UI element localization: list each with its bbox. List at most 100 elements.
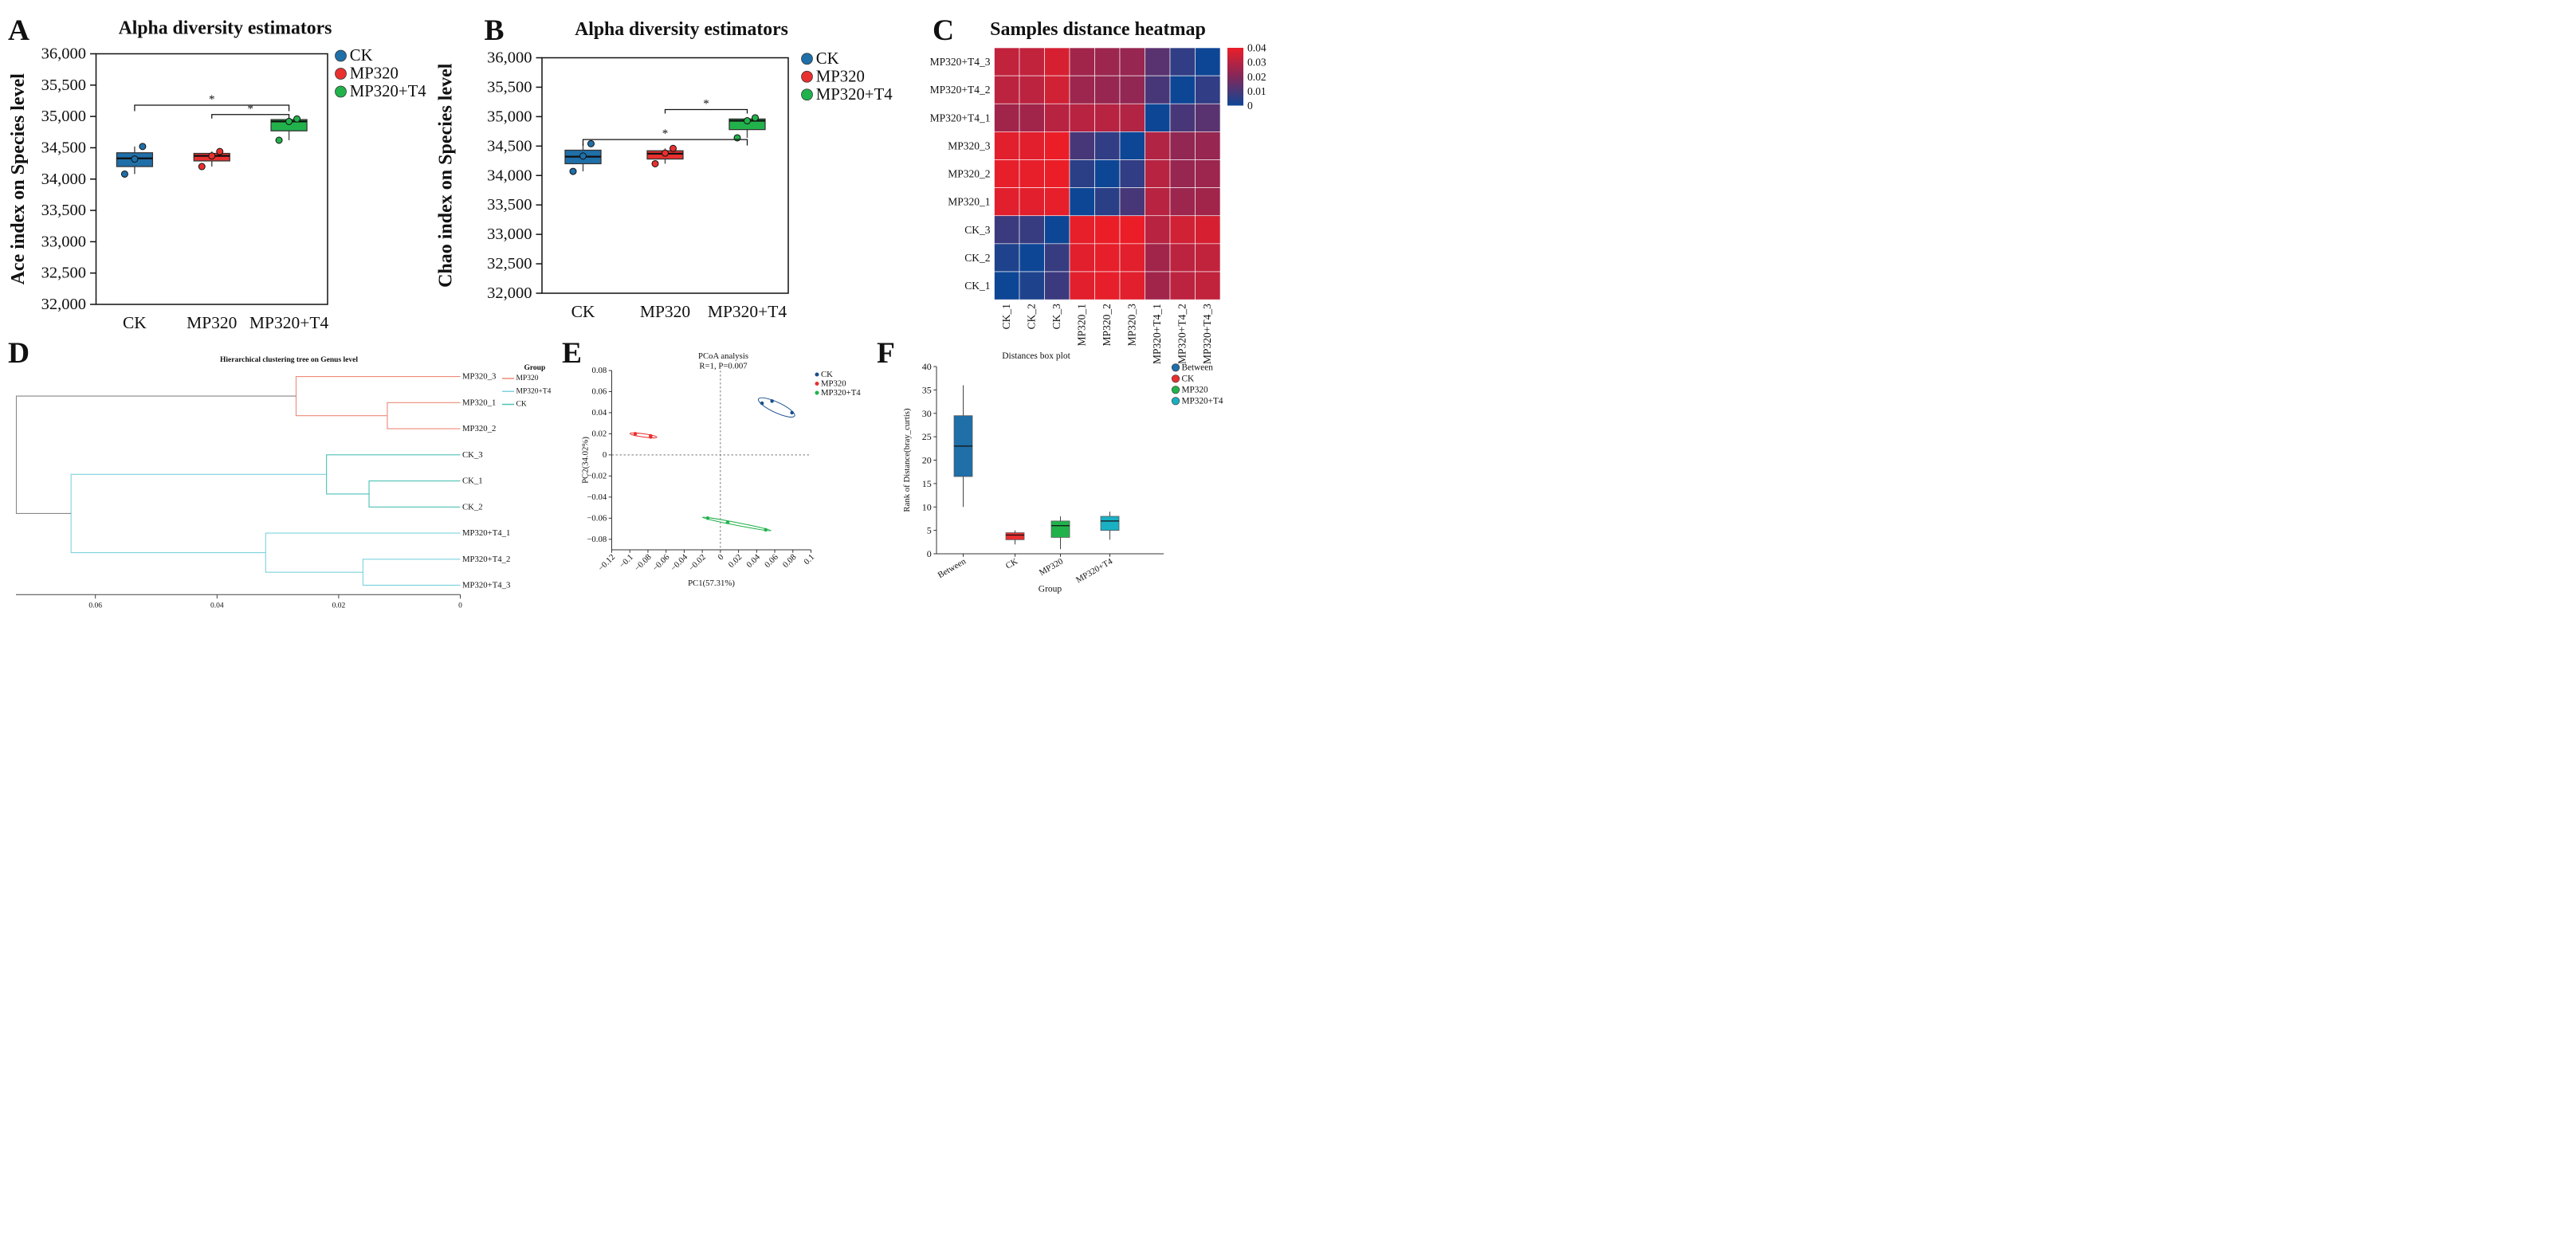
panel-c-heatmap-cell <box>1094 187 1121 217</box>
panel-a-legend-swatch-mp320 <box>335 68 347 80</box>
panel-c-heatmap-cell <box>1069 47 1095 76</box>
panel-e-y-tick-label: −0.02 <box>587 471 607 480</box>
panel-c-heatmap-cell <box>1145 243 1171 273</box>
panel-e-x-tick-label: −0.06 <box>650 552 672 574</box>
panel-f-x-tick-label: Between <box>937 556 968 580</box>
panel-a-legend-label: CK <box>350 47 373 65</box>
panel-e-legend-label: CK <box>821 370 833 379</box>
panel-c-row-label: CK_3 <box>964 224 991 236</box>
panel-e-y-tick-label: 0.08 <box>591 366 607 375</box>
panel-d-legend-label: MP320+T4 <box>516 387 552 395</box>
panel-b-point-ck <box>569 167 577 175</box>
panel-c-heatmap-cell <box>1019 243 1045 273</box>
panel-a-legend-swatch-ck <box>335 49 347 62</box>
panel-b-point-ck <box>579 152 587 160</box>
panel-c-heatmap-cell <box>1169 159 1196 188</box>
panel-c-colorbar-tick-label: 0.01 <box>1247 85 1266 97</box>
panel-f-x-tick-label: MP320+T4 <box>1074 556 1114 585</box>
panel-f-legend-swatch-mp320 <box>1171 386 1180 394</box>
panel-c-heatmap-cell <box>1019 159 1045 188</box>
panel-a-y-tick-label: 33,500 <box>41 202 86 219</box>
panel-c-heatmap-cell <box>1119 75 1145 104</box>
panel-b-y-tick-label: 33,500 <box>487 196 532 214</box>
panel-c-heatmap-cell <box>1169 271 1196 300</box>
panel-f-y-tick-label: 35 <box>922 384 932 395</box>
panel-b-x-tick-label: MP320 <box>640 302 690 321</box>
panel-c-heatmap-cell <box>1169 47 1196 76</box>
panel-f-box-mp320 <box>1050 520 1070 538</box>
panel-c-heatmap-cell <box>1044 47 1070 76</box>
panel-c-heatmap-cell <box>1069 271 1095 300</box>
panel-c-column-label: MP320+T4_3 <box>1201 304 1213 364</box>
panel-c-heatmap-cell <box>1195 47 1221 76</box>
panel-d-branch <box>70 473 327 554</box>
panel-f-box-mp320-plus-t4 <box>1100 516 1120 531</box>
panel-e-x-tick-label: 0.04 <box>744 552 762 570</box>
panel-c-column-label: CK_3 <box>1050 304 1062 330</box>
panel-c-heatmap-cell <box>1019 47 1045 76</box>
panel-b-point-mp320 <box>651 159 659 167</box>
panel-f-legend-label: Between <box>1182 363 1214 372</box>
panel-d-leaf-label: CK_2 <box>462 502 483 512</box>
panel-c-column-label: CK_1 <box>1000 304 1012 329</box>
panel-d-legend-title: Group <box>524 364 546 372</box>
panel-c-heatmap-cell <box>1169 75 1196 104</box>
panel-c-heatmap-cell <box>994 103 1020 132</box>
panel-d-leaf-label: MP320+T4_3 <box>462 581 510 590</box>
panel-c-heatmap-cell <box>1119 187 1145 217</box>
panel-e-y-tick-label: 0.02 <box>591 429 607 438</box>
panel-e-y-tick-label: −0.04 <box>587 492 607 502</box>
panel-e-x-tick-label: 0.02 <box>727 552 744 570</box>
panel-c-heatmap-cell <box>1094 159 1121 188</box>
panel-c-heatmap-cell <box>994 47 1020 76</box>
panel-c-heatmap-cell <box>1044 75 1070 104</box>
panel-c-heatmap-cell <box>1119 47 1145 76</box>
panel-f-x-axis-label: Group <box>1039 585 1062 594</box>
panel-b-y-tick-label: 34,000 <box>487 167 532 184</box>
panel-c-heatmap-cell <box>1169 243 1196 273</box>
panel-e-ellipse-mp320-plus-t4 <box>701 516 772 531</box>
panel-c-heatmap-cell <box>1069 243 1095 273</box>
panel-f-legend-label: CK <box>1182 374 1196 383</box>
panel-e-x-tick-label: 0.08 <box>781 552 799 570</box>
panel-d-leaf-label: MP320_2 <box>462 424 496 433</box>
panel-c-heatmap-cell <box>1145 103 1171 132</box>
panel-c-row-label: MP320_3 <box>948 139 991 151</box>
panel-e-x-tick-label: −0.04 <box>669 552 690 574</box>
panel-a-point-mp320-plus-t4 <box>293 115 301 123</box>
panel-c-heatmap-cell <box>1145 75 1171 104</box>
panel-f-title: Distances box plot <box>1002 351 1070 361</box>
panel-c-heatmap-cell <box>1169 187 1196 217</box>
panel-c-heatmap-cell <box>1069 103 1095 132</box>
panel-d-x-tick-label: 0.02 <box>332 602 346 610</box>
panel-c-heatmap-cell <box>1145 159 1171 188</box>
panel-c-heatmap-cell <box>1044 243 1070 273</box>
panel-a-point-ck <box>139 143 147 151</box>
panel-e-y-tick-label: −0.06 <box>587 513 607 523</box>
panel-e-ellipse-mp320 <box>629 432 658 438</box>
panel-c-title: Samples distance heatmap <box>990 19 1206 40</box>
panel-e-point-mp320 <box>633 432 638 436</box>
panel-c-heatmap-cell <box>1069 131 1095 160</box>
panel-f-y-tick-label: 10 <box>922 501 932 512</box>
panel-b-y-tick-label: 36,000 <box>487 49 532 67</box>
panel-c-heatmap-cell <box>1019 103 1045 132</box>
panel-c-heatmap-cell <box>1169 131 1196 160</box>
panel-a-y-axis-label: Ace index on Species level <box>8 73 29 285</box>
panel-b-point-mp320-plus-t4 <box>751 114 759 122</box>
panel-c-heatmap-cell <box>1169 103 1196 132</box>
panel-a-legend-label: MP320+T4 <box>350 83 426 100</box>
panel-e-point-mp320 <box>649 435 653 439</box>
panel-label-b: B <box>485 14 505 47</box>
panel-e-x-tick-label: −0.12 <box>596 552 617 573</box>
panel-b-legend-label: CK <box>816 50 839 68</box>
panel-c-heatmap-cell <box>1069 159 1095 188</box>
panel-c-heatmap-cell <box>1019 75 1045 104</box>
panel-c-heatmap-cell <box>994 159 1020 188</box>
panel-c-colorbar <box>1227 48 1243 106</box>
panel-f-y-tick-label: 30 <box>922 408 932 419</box>
panel-b-title: Alpha diversity estimators <box>575 19 788 40</box>
panel-c-heatmap-cell <box>1069 75 1095 104</box>
panel-c-heatmap-cell <box>1195 243 1221 273</box>
